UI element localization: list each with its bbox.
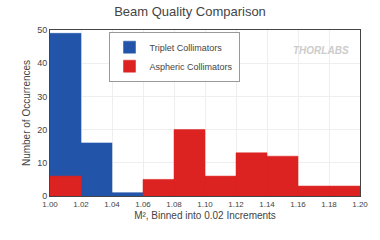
svg-text:M², Binned into 0.02 Increment: M², Binned into 0.02 Increments <box>134 210 276 221</box>
svg-text:Beam Quality Comparison: Beam Quality Comparison <box>114 4 266 19</box>
svg-text:1.10: 1.10 <box>197 200 213 209</box>
svg-text:1.04: 1.04 <box>104 200 120 209</box>
svg-text:20: 20 <box>37 125 47 135</box>
svg-text:0: 0 <box>42 191 47 201</box>
svg-text:1.08: 1.08 <box>166 200 182 209</box>
svg-text:1.18: 1.18 <box>321 200 337 209</box>
svg-text:1.02: 1.02 <box>73 200 89 209</box>
svg-text:Aspheric Collimators: Aspheric Collimators <box>150 62 233 72</box>
svg-text:1.14: 1.14 <box>259 200 275 209</box>
svg-text:40: 40 <box>37 58 47 68</box>
svg-text:1.20: 1.20 <box>352 200 368 209</box>
svg-text:Triplet Collimators: Triplet Collimators <box>150 43 223 53</box>
svg-text:1.06: 1.06 <box>135 200 151 209</box>
svg-text:1.16: 1.16 <box>290 200 306 209</box>
svg-text:10: 10 <box>37 158 47 168</box>
svg-text:1.12: 1.12 <box>228 200 244 209</box>
svg-text:50: 50 <box>37 25 47 35</box>
svg-text:30: 30 <box>37 92 47 102</box>
svg-text:THORLABS: THORLABS <box>293 45 349 56</box>
svg-text:Number of Occurrences: Number of Occurrences <box>21 60 32 166</box>
svg-text:1.00: 1.00 <box>42 200 58 209</box>
